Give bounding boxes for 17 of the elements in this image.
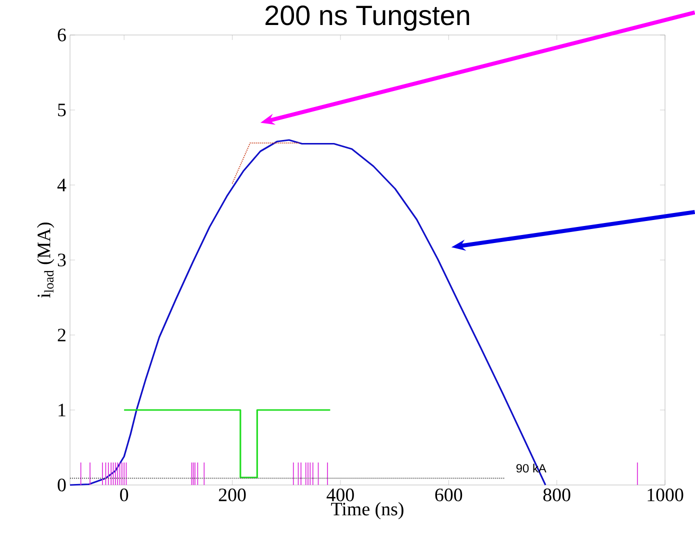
y-tick-label: 2 (58, 328, 66, 342)
chart-title: 200 ns Tungsten (266, 6, 470, 31)
x-tick-label: 1000 (648, 488, 684, 502)
y-tick-label: 5 (58, 104, 66, 116)
y-tick-label: 1 (58, 404, 66, 416)
x-axis-title: Time (ns) (331, 502, 404, 520)
y-tick-label: 6 (58, 28, 66, 42)
y-tick-label: 4 (57, 178, 66, 192)
y-tick-label: 3 (58, 254, 66, 266)
x-tick-label: 600 (435, 488, 462, 502)
x-tick-label: 800 (543, 488, 570, 502)
x-tick-label: 400 (326, 488, 354, 502)
y-tick-label: 0 (58, 478, 66, 492)
y-axis-title: i$_{load}$ (MA) (37, 222, 54, 298)
line-series (69, 139, 546, 486)
x-tick-label: 200 (218, 488, 246, 502)
x-tick-label: 0 (120, 488, 128, 502)
